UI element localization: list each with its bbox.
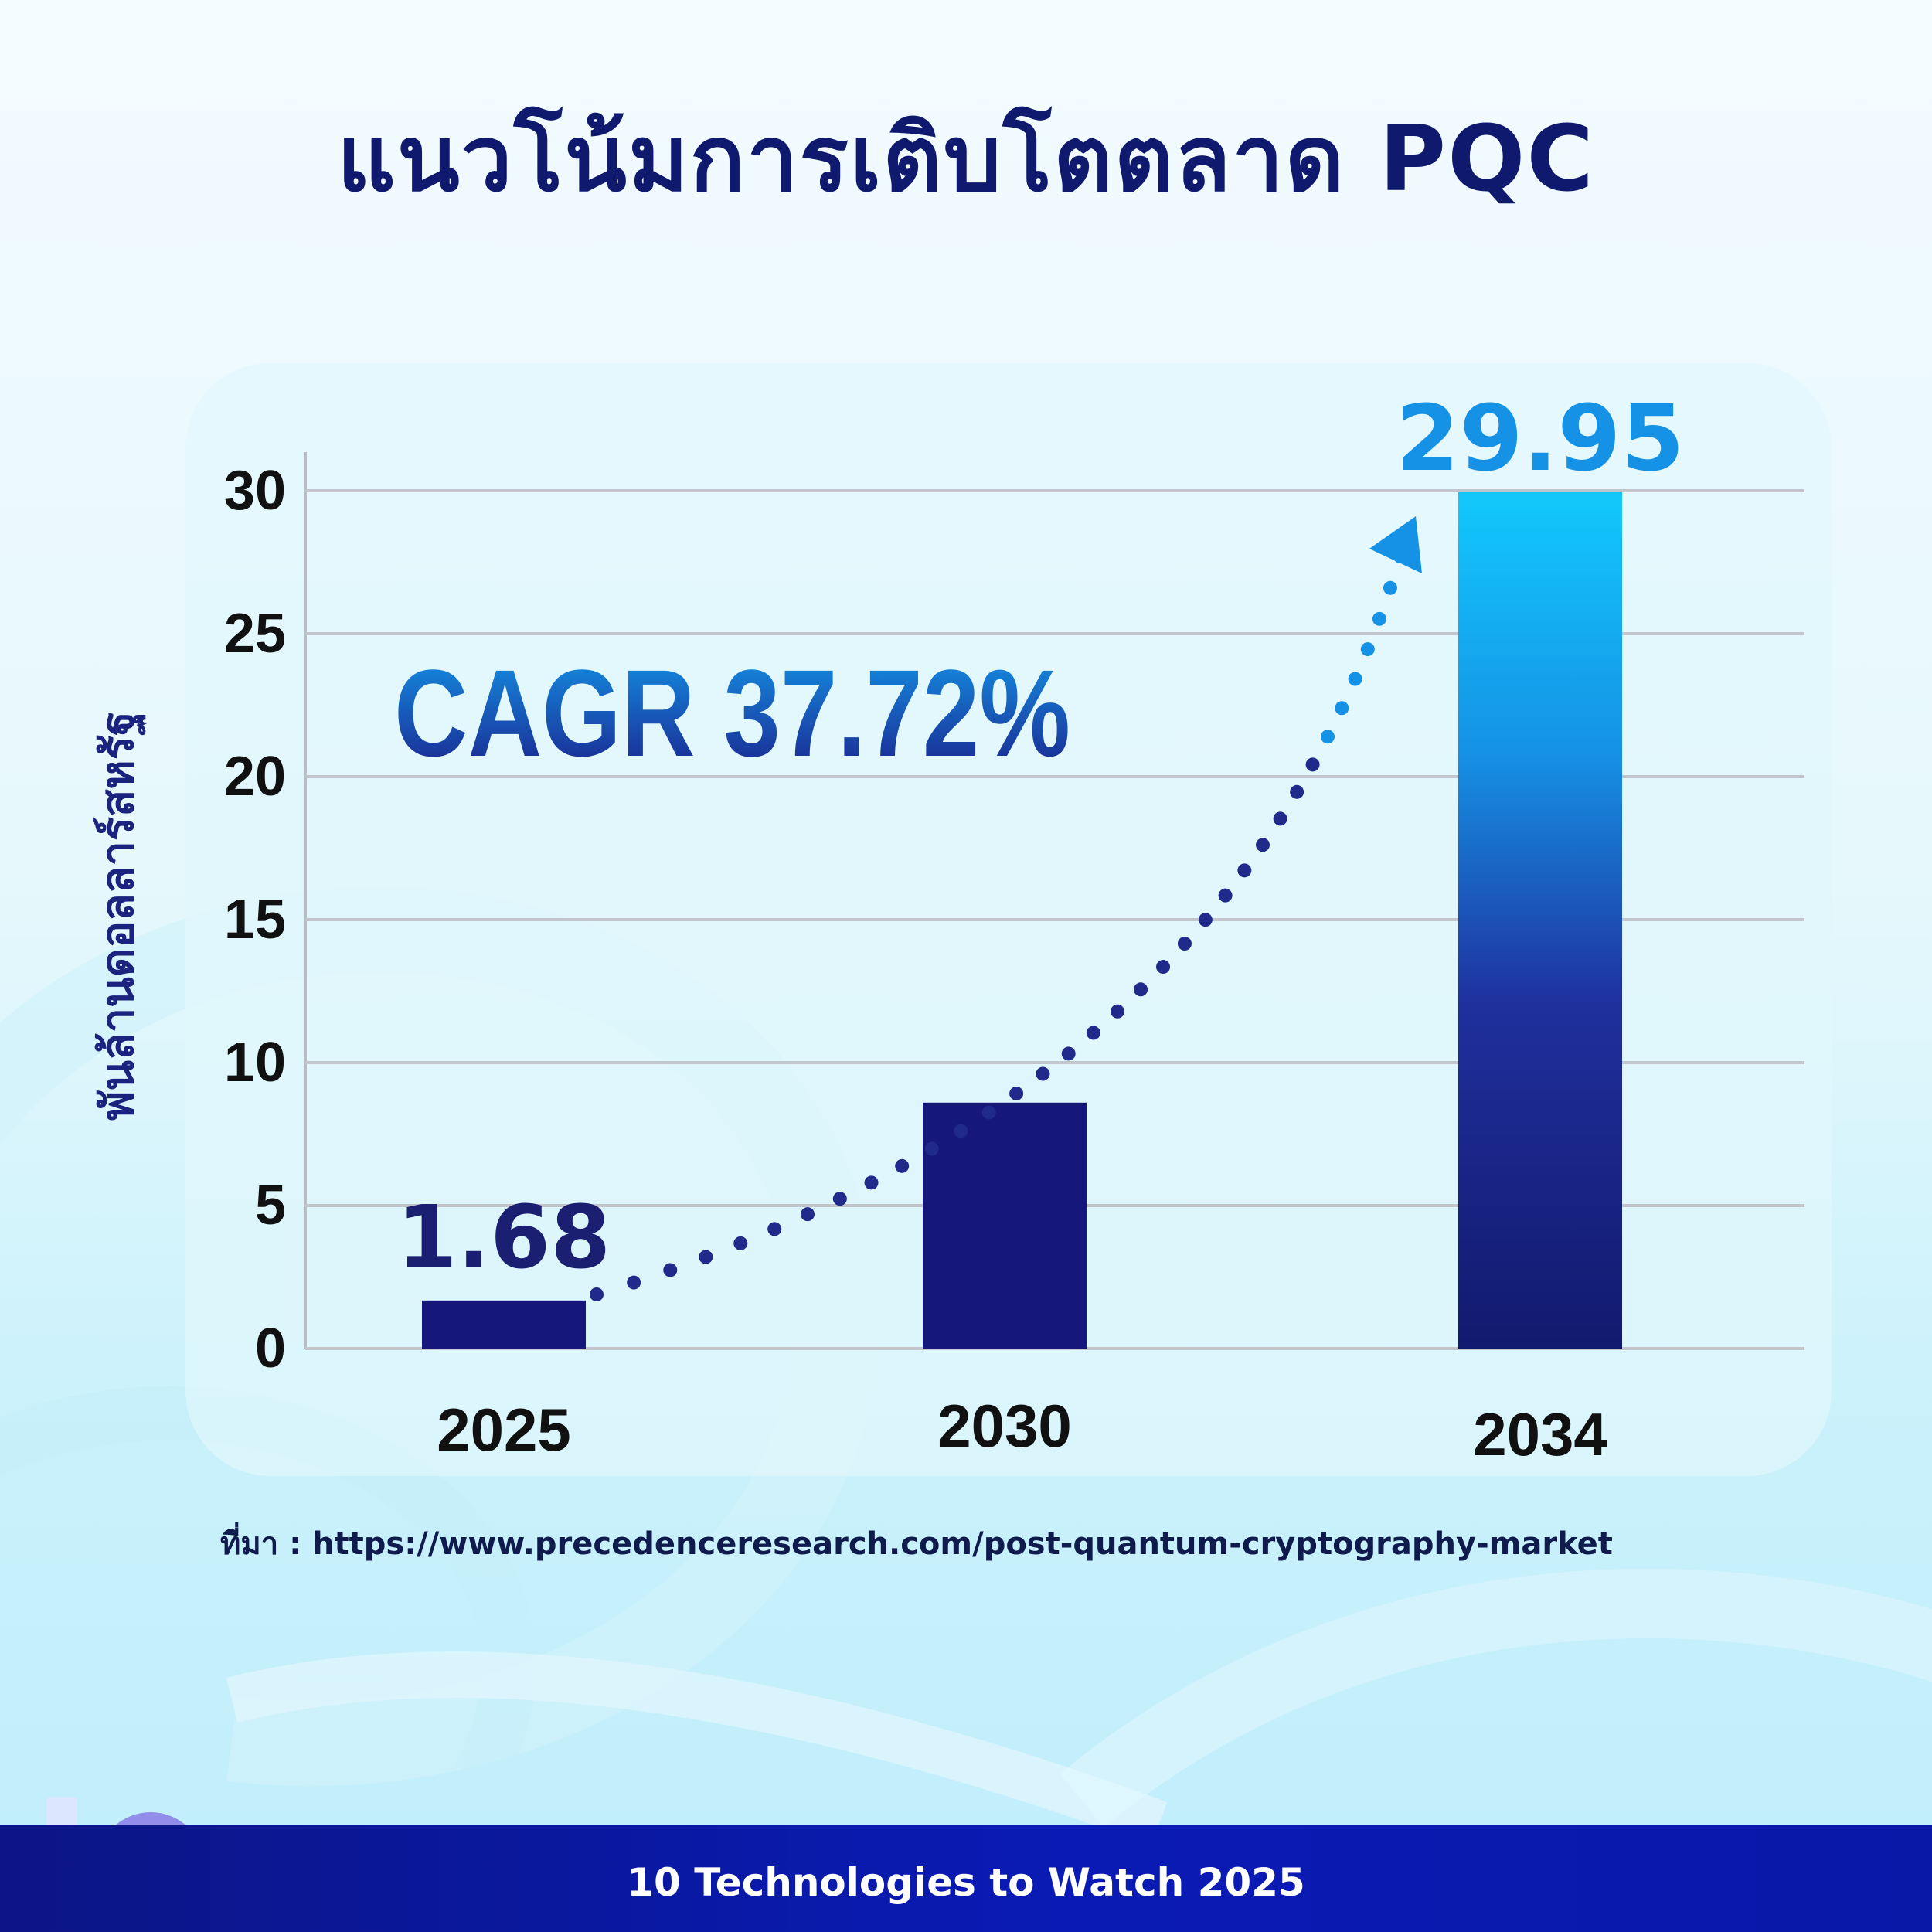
trend-dot	[1273, 811, 1287, 826]
trend-dot	[1156, 960, 1171, 975]
x-tick-label: 2025	[437, 1396, 571, 1464]
trend-dot	[1111, 1004, 1124, 1019]
bar-2034	[1458, 492, 1622, 1349]
trend-dot	[1237, 863, 1252, 878]
trend-dot	[832, 1192, 847, 1206]
y-tick-label: 20	[224, 746, 286, 808]
trend-dot	[1360, 642, 1375, 657]
trend-dot	[1256, 838, 1270, 852]
y-tick-label: 0	[255, 1318, 286, 1379]
y-tick-label: 10	[224, 1032, 286, 1094]
x-tick-label: 2030	[937, 1392, 1072, 1460]
data-label-2034: 29.95	[1396, 385, 1684, 492]
trend-dot	[733, 1236, 748, 1250]
trend-dot	[1036, 1066, 1050, 1081]
trend-dot	[1320, 730, 1335, 744]
trend-dot	[1372, 611, 1386, 626]
y-tick-label: 15	[224, 889, 286, 951]
trend-dot	[981, 1105, 996, 1120]
bar-2025	[422, 1300, 586, 1349]
x-tick-label: 2034	[1473, 1400, 1607, 1468]
trend-dot	[1009, 1086, 1024, 1100]
trend-dot	[1383, 580, 1397, 595]
y-tick-label: 25	[224, 603, 286, 665]
trend-arrowhead-icon	[1369, 516, 1422, 573]
trend-dot	[590, 1287, 604, 1301]
page-title: แนวโน้มการเติบโตตลาด PQC	[336, 105, 1596, 212]
trend-dot	[895, 1158, 910, 1173]
trend-dot	[663, 1263, 678, 1277]
trend-dot	[767, 1222, 782, 1236]
trend-dot	[1218, 888, 1233, 903]
trend-dot	[1335, 701, 1349, 716]
y-axis-title: พันล้านดอลลาร์สหรัฐ	[91, 711, 147, 1121]
trend-dot	[1086, 1026, 1100, 1040]
cagr-annotation: CAGR 37.72%	[394, 644, 1070, 782]
trend-dot	[1305, 757, 1320, 772]
trend-dot	[627, 1275, 641, 1290]
trend-dot	[1061, 1046, 1076, 1061]
footer-title: 10 Technologies to Watch 2025	[627, 1860, 1305, 1905]
bar-2030	[923, 1102, 1087, 1349]
y-tick-label: 5	[255, 1175, 286, 1236]
trend-dot	[1198, 913, 1213, 927]
footer-bar: 10 Technologies to Watch 2025	[0, 1825, 1932, 1932]
trend-dot	[1177, 937, 1192, 951]
y-tick-label: 30	[224, 460, 286, 522]
trend-dot	[924, 1141, 939, 1156]
trend-dot	[864, 1175, 879, 1190]
trend-dot	[699, 1250, 713, 1264]
trend-dot	[1348, 672, 1362, 686]
trend-dot	[1290, 784, 1304, 799]
trend-dot	[954, 1124, 968, 1138]
source-citation: ที่มา : https://www.precedenceresearch.c…	[220, 1526, 1613, 1562]
trend-dot	[1134, 982, 1148, 997]
data-label-2025: 1.68	[397, 1188, 611, 1288]
trend-dot	[801, 1207, 815, 1222]
